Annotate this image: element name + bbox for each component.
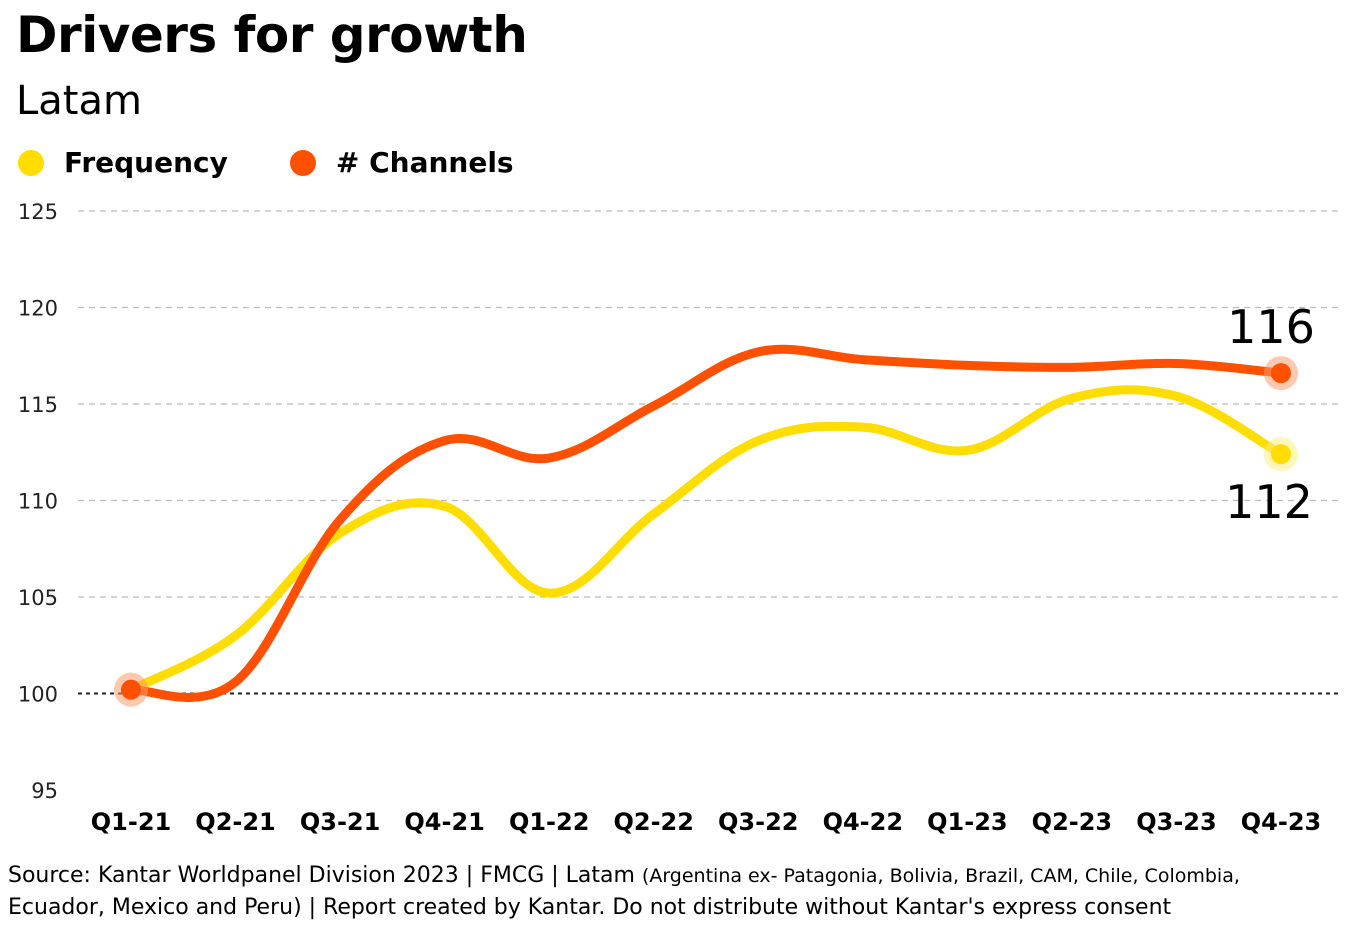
legend-item-frequency: Frequency: [18, 146, 228, 179]
y-tick-label-115: 115: [18, 393, 58, 417]
x-tick-label-Q2-23: Q2-23: [1032, 808, 1112, 836]
end-point-frequency: [1271, 444, 1291, 465]
end-label-frequency: 112: [1225, 475, 1313, 529]
x-tick-label-Q3-22: Q3-22: [718, 808, 798, 836]
x-tick-label-Q4-21: Q4-21: [404, 808, 484, 836]
end-point-channels: [1271, 363, 1291, 384]
x-tick-label-Q4-22: Q4-22: [823, 808, 903, 836]
x-tick-label-Q2-21: Q2-21: [195, 808, 275, 836]
y-tick-label-110: 110: [18, 490, 58, 514]
y-tick-label-95: 95: [31, 779, 58, 803]
source-detail: (Argentina ex- Patagonia, Bolivia, Brazi…: [641, 865, 1240, 887]
chart-title: Drivers for growth: [16, 6, 528, 64]
legend-label-channels: # Channels: [335, 146, 514, 179]
legend-dot-channels: [289, 149, 316, 176]
y-tick-label-120: 120: [18, 297, 58, 321]
series-line-frequency: [126, 385, 1286, 695]
y-tick-label-125: 125: [18, 200, 58, 224]
source-line2: Ecuador, Mexico and Peru) | Report creat…: [8, 895, 1172, 920]
x-tick-label-Q4-23: Q4-23: [1241, 808, 1321, 836]
end-label-channels: 116: [1227, 300, 1315, 354]
x-tick-label-Q3-21: Q3-21: [300, 808, 380, 836]
source-note: Source: Kantar Worldpanel Division 2023 …: [8, 860, 1358, 923]
legend-item-channels: # Channels: [289, 146, 514, 179]
source-main: Source: Kantar Worldpanel Division 2023 …: [8, 863, 635, 888]
legend-label-frequency: Frequency: [64, 146, 228, 179]
series-line-channels: [126, 344, 1286, 702]
line-chart: 95 100 105 110 115 120 125 Q1-21 Q2-21 Q3-21 Q4-21…: [18, 200, 1338, 836]
legend-dot-frequency: [18, 149, 44, 176]
chart-subtitle: Latam: [16, 78, 142, 124]
x-tick-label-Q1-22: Q1-22: [509, 808, 589, 836]
y-tick-label-105: 105: [18, 586, 58, 610]
x-tick-label-Q1-23: Q1-23: [927, 808, 1007, 836]
legend: Frequency # Channels: [18, 146, 576, 179]
start-point: [121, 679, 141, 700]
x-tick-label-Q3-23: Q3-23: [1136, 808, 1216, 836]
x-tick-label-Q1-21: Q1-21: [91, 808, 171, 836]
y-tick-label-100: 100: [18, 683, 58, 707]
x-tick-label-Q2-22: Q2-22: [613, 808, 693, 836]
